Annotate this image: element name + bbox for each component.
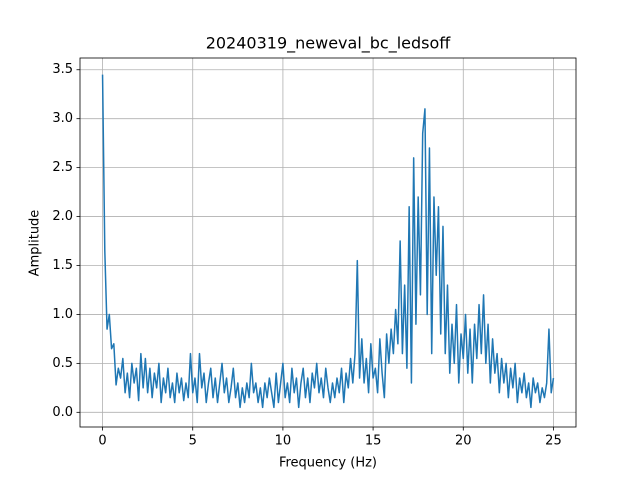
y-tick-label: 0.5 (52, 356, 73, 371)
chart-title: 20240319_neweval_bc_ledsoff (206, 34, 452, 54)
y-tick-label: 3.5 (52, 62, 73, 77)
y-tick-label: 0.0 (52, 405, 73, 420)
x-axis-label: Frequency (Hz) (279, 456, 377, 471)
x-tick-label: 0 (98, 434, 106, 449)
y-tick-label: 1.0 (52, 307, 73, 322)
y-axis-label: Amplitude (28, 210, 43, 277)
y-tick-label: 2.5 (52, 160, 73, 175)
x-tick-label: 15 (365, 434, 382, 449)
x-tick-label: 25 (545, 434, 562, 449)
x-tick-label: 20 (455, 434, 472, 449)
y-tick-label: 3.0 (52, 111, 73, 126)
y-tick-label: 1.5 (52, 258, 73, 273)
x-tick-label: 10 (275, 434, 292, 449)
y-tick-label: 2.0 (52, 209, 73, 224)
axes-frame (79, 57, 577, 428)
x-tick-label: 5 (189, 434, 197, 449)
data-line (101, 74, 555, 409)
